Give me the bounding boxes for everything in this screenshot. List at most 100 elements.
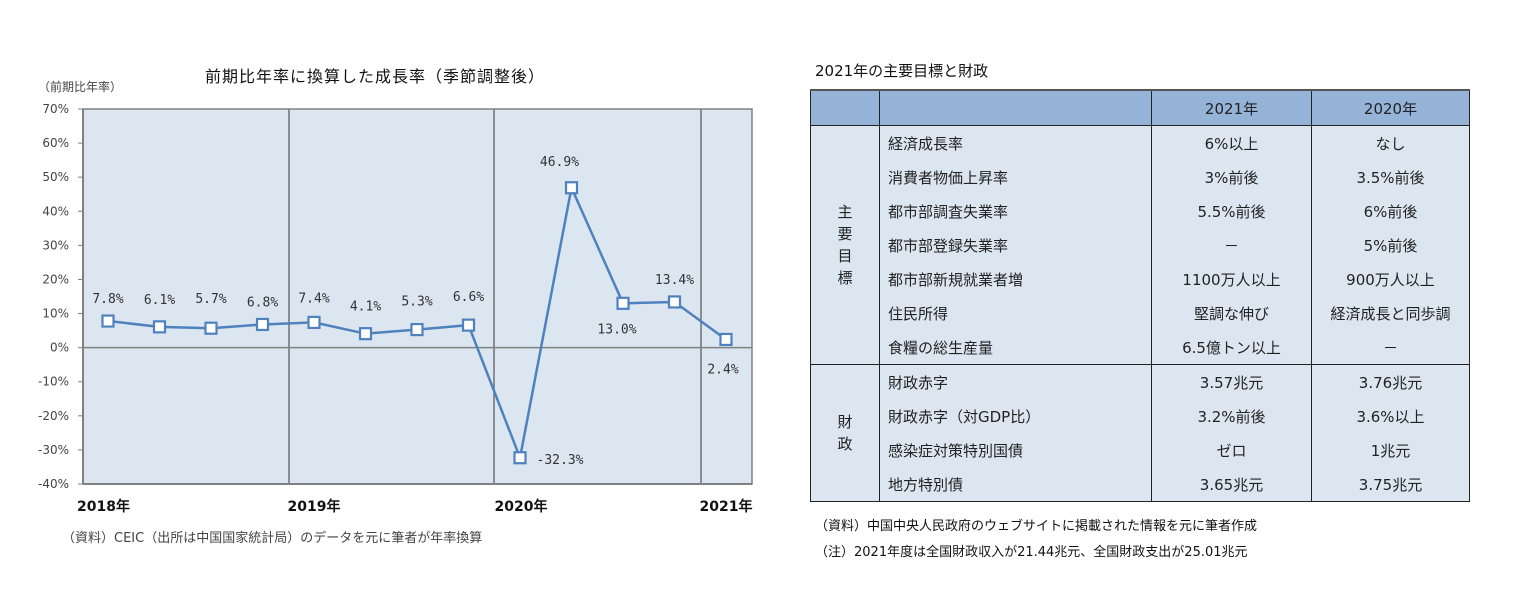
data-label: 13.0% <box>597 322 636 337</box>
y-tick-label: -10% <box>38 375 69 389</box>
group-label-char: 目 <box>837 247 853 265</box>
table-row: 主要目標経済成長率 6%以上 なし <box>810 125 1470 365</box>
data-point-marker <box>358 327 373 341</box>
data-label: 6.1% <box>144 293 175 308</box>
row-item-label: 消費者物価上昇率 <box>879 160 1152 194</box>
row-value-2021: 1100万人以上 <box>1151 262 1312 296</box>
chart-source-note: （資料）CEIC（出所は中国国家統計局）のデータを元に筆者が年率換算 <box>62 531 483 546</box>
table-row: 財政財政赤字 3.57兆元 3.76兆元 <box>810 364 1470 502</box>
growth-chart: 前期比年率に換算した成長率（季節調整後） （前期比年率） 70% 60% 50% 40… <box>38 67 753 546</box>
table-row: 感染症対策特別国債 ゼロ 1兆元 <box>811 433 1470 467</box>
data-point-marker <box>204 321 218 335</box>
row-item-label: 食糧の総生産量 <box>879 330 1152 365</box>
row-item-label: 地方特別債 <box>879 467 1152 502</box>
x-tick-label: 2020年 <box>495 498 548 515</box>
row-value-2021: 堅調な伸び <box>1151 296 1312 330</box>
x-tick-label: 2018年 <box>77 498 130 515</box>
x-tick-label: 2019年 <box>288 498 341 515</box>
data-point-marker <box>616 296 630 310</box>
row-value-2020: 3.75兆元 <box>1311 467 1470 502</box>
data-point-marker <box>410 322 424 337</box>
data-point-marker <box>101 314 115 328</box>
row-value-2020: 3.76兆元 <box>1311 364 1470 399</box>
data-label: 7.4% <box>298 291 329 306</box>
data-point-marker <box>307 315 321 330</box>
y-tick-label: 70% <box>42 102 69 116</box>
row-item-label: 都市部登録失業率 <box>879 228 1152 262</box>
row-value-2020: 1兆元 <box>1311 433 1470 467</box>
y-tick-label: 50% <box>42 170 69 184</box>
chart-plot: 70% 60% 50% 40% 30% 20% 10% 0% -10% -20% -30% -40% 2… <box>38 102 753 515</box>
table-title: 2021年の主要目標と財政 <box>815 62 989 80</box>
y-tick-label: 20% <box>42 272 69 286</box>
row-value-2020: 5%前後 <box>1311 228 1470 262</box>
data-label: 7.8% <box>92 292 123 307</box>
row-item-label: 感染症対策特別国債 <box>879 433 1152 467</box>
y-tick-label: -30% <box>38 443 69 457</box>
row-item-label: 経済成長率 <box>879 125 1152 160</box>
row-value-2020: 3.5%前後 <box>1311 160 1470 194</box>
data-label: 46.9% <box>540 155 579 170</box>
row-value-2020: 経済成長と同歩調 <box>1311 296 1470 330</box>
table-row: 消費者物価上昇率 3%前後 3.5%前後 <box>811 160 1470 194</box>
row-value-2021: 3.57兆元 <box>1151 364 1312 399</box>
header-cell-item <box>879 89 1152 126</box>
plot-area <box>82 108 753 485</box>
table-row: 食糧の総生産量 6.5億トン以上－ <box>811 330 1470 365</box>
data-point-marker <box>564 181 579 195</box>
table-row: 都市部調査失業率 5.5%前後 6%前後 <box>811 194 1470 228</box>
table-row: 都市部登録失業率－ 5%前後 <box>811 228 1470 262</box>
y-tick-label: 40% <box>42 204 69 218</box>
x-tick-label: 2021年 <box>700 498 753 515</box>
table-footnote: （注）2021年度は全国財政収入が21.44兆元、全国財政支出が25.01兆元 <box>815 545 1248 560</box>
data-point-marker <box>513 451 527 465</box>
row-value-2020: 900万人以上 <box>1311 262 1470 296</box>
group-label-char: 標 <box>837 269 853 287</box>
table-row: 地方特別債 3.65兆元 3.75兆元 <box>811 467 1470 502</box>
chart-title: 前期比年率に換算した成長率（季節調整後） <box>205 67 546 86</box>
data-label: 2.4% <box>707 362 738 377</box>
table-header-row: 2021年 2020年 <box>810 89 1470 126</box>
data-point-marker <box>152 320 167 334</box>
group-label-char: 要 <box>837 225 853 243</box>
row-item-label: 財政赤字 <box>879 364 1152 399</box>
table-row: 住民所得 堅調な伸び 経済成長と同歩調 <box>811 296 1470 330</box>
row-value-2021: ゼロ <box>1151 433 1312 467</box>
table-row: 財政赤字（対GDP比） 3.2%前後 3.6%以上 <box>811 399 1470 433</box>
y-tick-label: 60% <box>42 136 69 150</box>
row-item-label: 都市部調査失業率 <box>879 194 1152 228</box>
row-value-2021: 6%以上 <box>1151 125 1312 160</box>
data-point-marker <box>461 318 476 332</box>
row-item-label: 財政赤字（対GDP比） <box>879 399 1152 433</box>
data-point-marker <box>667 295 682 309</box>
data-label: 4.1% <box>350 300 381 315</box>
group-label-char: 主 <box>837 203 853 221</box>
row-item-label: 都市部新規就業者増 <box>879 262 1152 296</box>
table-source-note: （資料）中国中央人民政府のウェブサイトに掲載された情報を元に筆者作成 <box>815 519 1258 534</box>
y-tick-label: 0% <box>50 341 69 355</box>
y-tick-label: -40% <box>38 477 69 491</box>
row-value-2020: なし <box>1311 125 1470 160</box>
group-label: 主要目標 <box>810 125 880 365</box>
row-value-2021: 3.65兆元 <box>1151 467 1312 502</box>
group-label-char: 政 <box>837 435 853 453</box>
y-tick-label: 10% <box>42 307 69 321</box>
y-tick-label: 30% <box>42 238 69 252</box>
data-label: -32.3% <box>537 453 584 468</box>
group-label-char: 財 <box>837 413 853 431</box>
data-point-marker <box>255 317 270 332</box>
group-label: 財政 <box>810 364 880 502</box>
row-value-2021: 3.2%前後 <box>1151 399 1312 433</box>
row-value-2020: 6%前後 <box>1311 194 1470 228</box>
row-value-2020: 3.6%以上 <box>1311 399 1470 433</box>
targets-table: 2021年 2020年 主要目標経済成長率 6%以上 なし 消費者物価上昇率 3%前後 3… <box>810 89 1470 502</box>
header-cell-2021: 2021年 <box>1151 89 1312 126</box>
data-point-marker <box>719 332 733 347</box>
row-value-2021: － <box>1151 228 1312 262</box>
data-label: 13.4% <box>655 273 694 288</box>
header-cell-group <box>810 89 880 126</box>
table-row: 都市部新規就業者増 1100万人以上 900万人以上 <box>811 262 1470 296</box>
data-label: 6.8% <box>247 295 278 310</box>
data-label: 5.3% <box>401 295 432 310</box>
row-value-2021: 5.5%前後 <box>1151 194 1312 228</box>
